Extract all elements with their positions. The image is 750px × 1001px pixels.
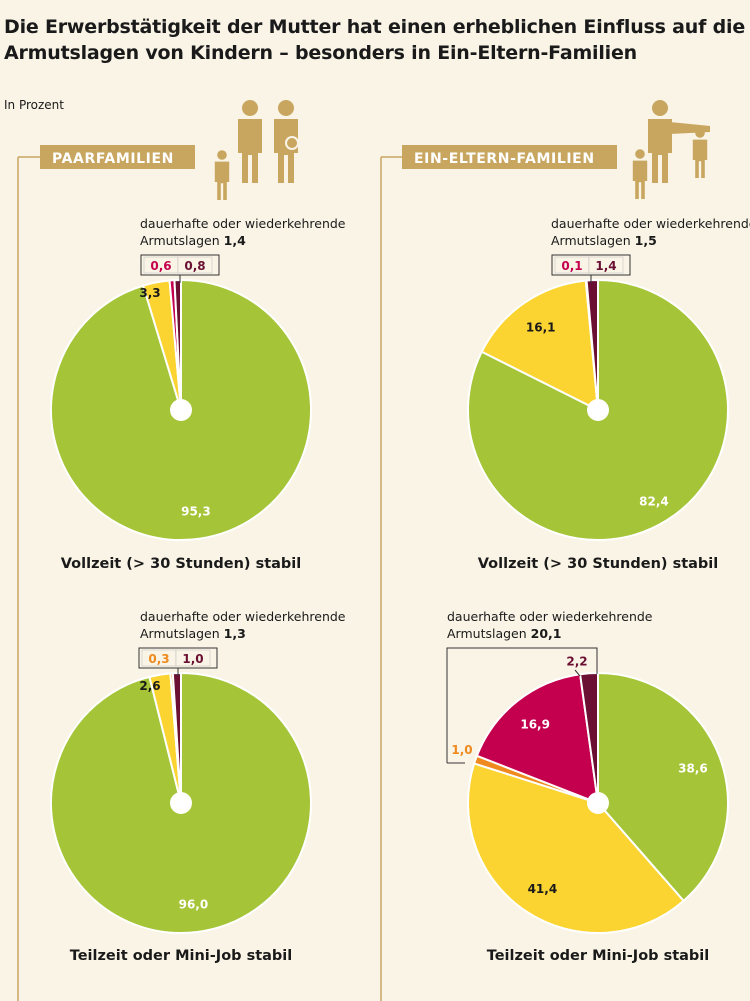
slice-label-small-2: 1,4 [595, 259, 616, 273]
annotation-line-1: dauerhafte oder wiederkehrende [447, 609, 653, 624]
group-ein-eltern-familien: EIN-ELTERN-FAMILIEN [380, 145, 617, 1001]
annotation-line-2: Armutslagen 1,3 [140, 626, 246, 641]
pie-center [587, 399, 609, 421]
slice-label-small-1: 0,1 [561, 259, 582, 273]
slice-label-4: 16,9 [520, 717, 550, 731]
slice-label-2: 2,6 [139, 679, 160, 693]
group-paarfamilien: PAARFAMILIEN [17, 145, 195, 1001]
pie-slice-4 [475, 673, 599, 804]
annotation-total: 1,4 [224, 233, 246, 248]
pie-slice-4 [173, 278, 182, 411]
group-label: PAARFAMILIEN [52, 151, 174, 167]
slice-label-1: 38,6 [678, 761, 708, 775]
group-label: EIN-ELTERN-FAMILIEN [414, 151, 595, 167]
value-chip [588, 256, 624, 274]
pie-slice-2 [480, 279, 599, 411]
group-label-box [402, 145, 617, 169]
slice-label-small-2: 0,8 [184, 259, 205, 273]
family-couple-icon [214, 100, 299, 200]
value-chip [177, 256, 213, 274]
slice-label-small-1: 0,3 [148, 652, 169, 666]
slice-label-small-2: 1,0 [182, 652, 203, 666]
annotation-bracket [446, 647, 598, 763]
pie-subtitle: Vollzeit (> 30 Stunden) stabil [478, 556, 719, 572]
value-chip [175, 649, 211, 667]
pie-slice-1 [597, 672, 730, 902]
annotation-line-2: Armutslagen 1,5 [551, 233, 657, 248]
slice-label-2: 41,4 [528, 882, 558, 896]
group-label-box [40, 145, 195, 169]
slice-label-2: 16,1 [526, 320, 556, 334]
pie-center [587, 792, 609, 814]
unit-label: In Prozent [4, 98, 64, 112]
annotation-total: 1,5 [635, 233, 657, 248]
slice-label-small-1: 0,6 [150, 259, 171, 273]
pie-slice-4 [585, 278, 599, 411]
annotation-total: 20,1 [531, 626, 562, 641]
annotation-line-2: Armutslagen 20,1 [447, 626, 561, 641]
annotation-line-2: Armutslagen 1,4 [140, 233, 246, 248]
pie-chart-4: 38,6 41,4 1,0 16,9 2,2 dauerhafte oder wieder… [446, 609, 730, 964]
pie-slice-2 [467, 762, 685, 935]
chart-title: Die Erwerbstätigkeit der Mutter hat eine… [4, 14, 746, 66]
annotation-line-1: dauerhafte oder wiederkehrende [140, 216, 346, 231]
pie-chart-1: 95,3 3,3 0,6 0,8 dauerhafte oder wiederkehre… [50, 216, 346, 572]
annotation-total: 1,3 [224, 626, 246, 641]
pie-chart-3: 96,0 2,6 0,3 1,0 dauerhafte oder wiederkehre… [50, 609, 346, 964]
annotation-line-1: dauerhafte oder wiederkehrende [140, 609, 346, 624]
slice-label-1: 82,4 [639, 495, 669, 509]
pie-center [170, 399, 192, 421]
slice-label-2: 3,3 [139, 286, 160, 300]
title-line-1: Die Erwerbstätigkeit der Mutter hat eine… [4, 16, 746, 38]
slice-label-5: 2,2 [566, 654, 587, 668]
pie-subtitle: Teilzeit oder Mini-Job stabil [70, 948, 293, 964]
pie-center [170, 792, 192, 814]
pie-chart-2: 82,4 16,1 0,1 1,4 dauerhafte oder wiederkehr… [467, 216, 750, 572]
slice-label-1: 95,3 [181, 504, 211, 518]
pie-slice-5 [579, 672, 599, 804]
annotation-line-1: dauerhafte oder wiederkehrende [551, 216, 750, 231]
pie-subtitle: Vollzeit (> 30 Stunden) stabil [61, 556, 302, 572]
pie-slice-4 [171, 672, 182, 804]
single-parent-icon [632, 100, 710, 199]
title-line-2: Armutslagen von Kindern – besonders in E… [4, 42, 637, 64]
annotation-leader-2 [574, 669, 581, 677]
slice-label-3: 1,0 [451, 743, 472, 757]
pie-subtitle: Teilzeit oder Mini-Job stabil [487, 948, 710, 964]
slice-label-1: 96,0 [179, 898, 209, 912]
